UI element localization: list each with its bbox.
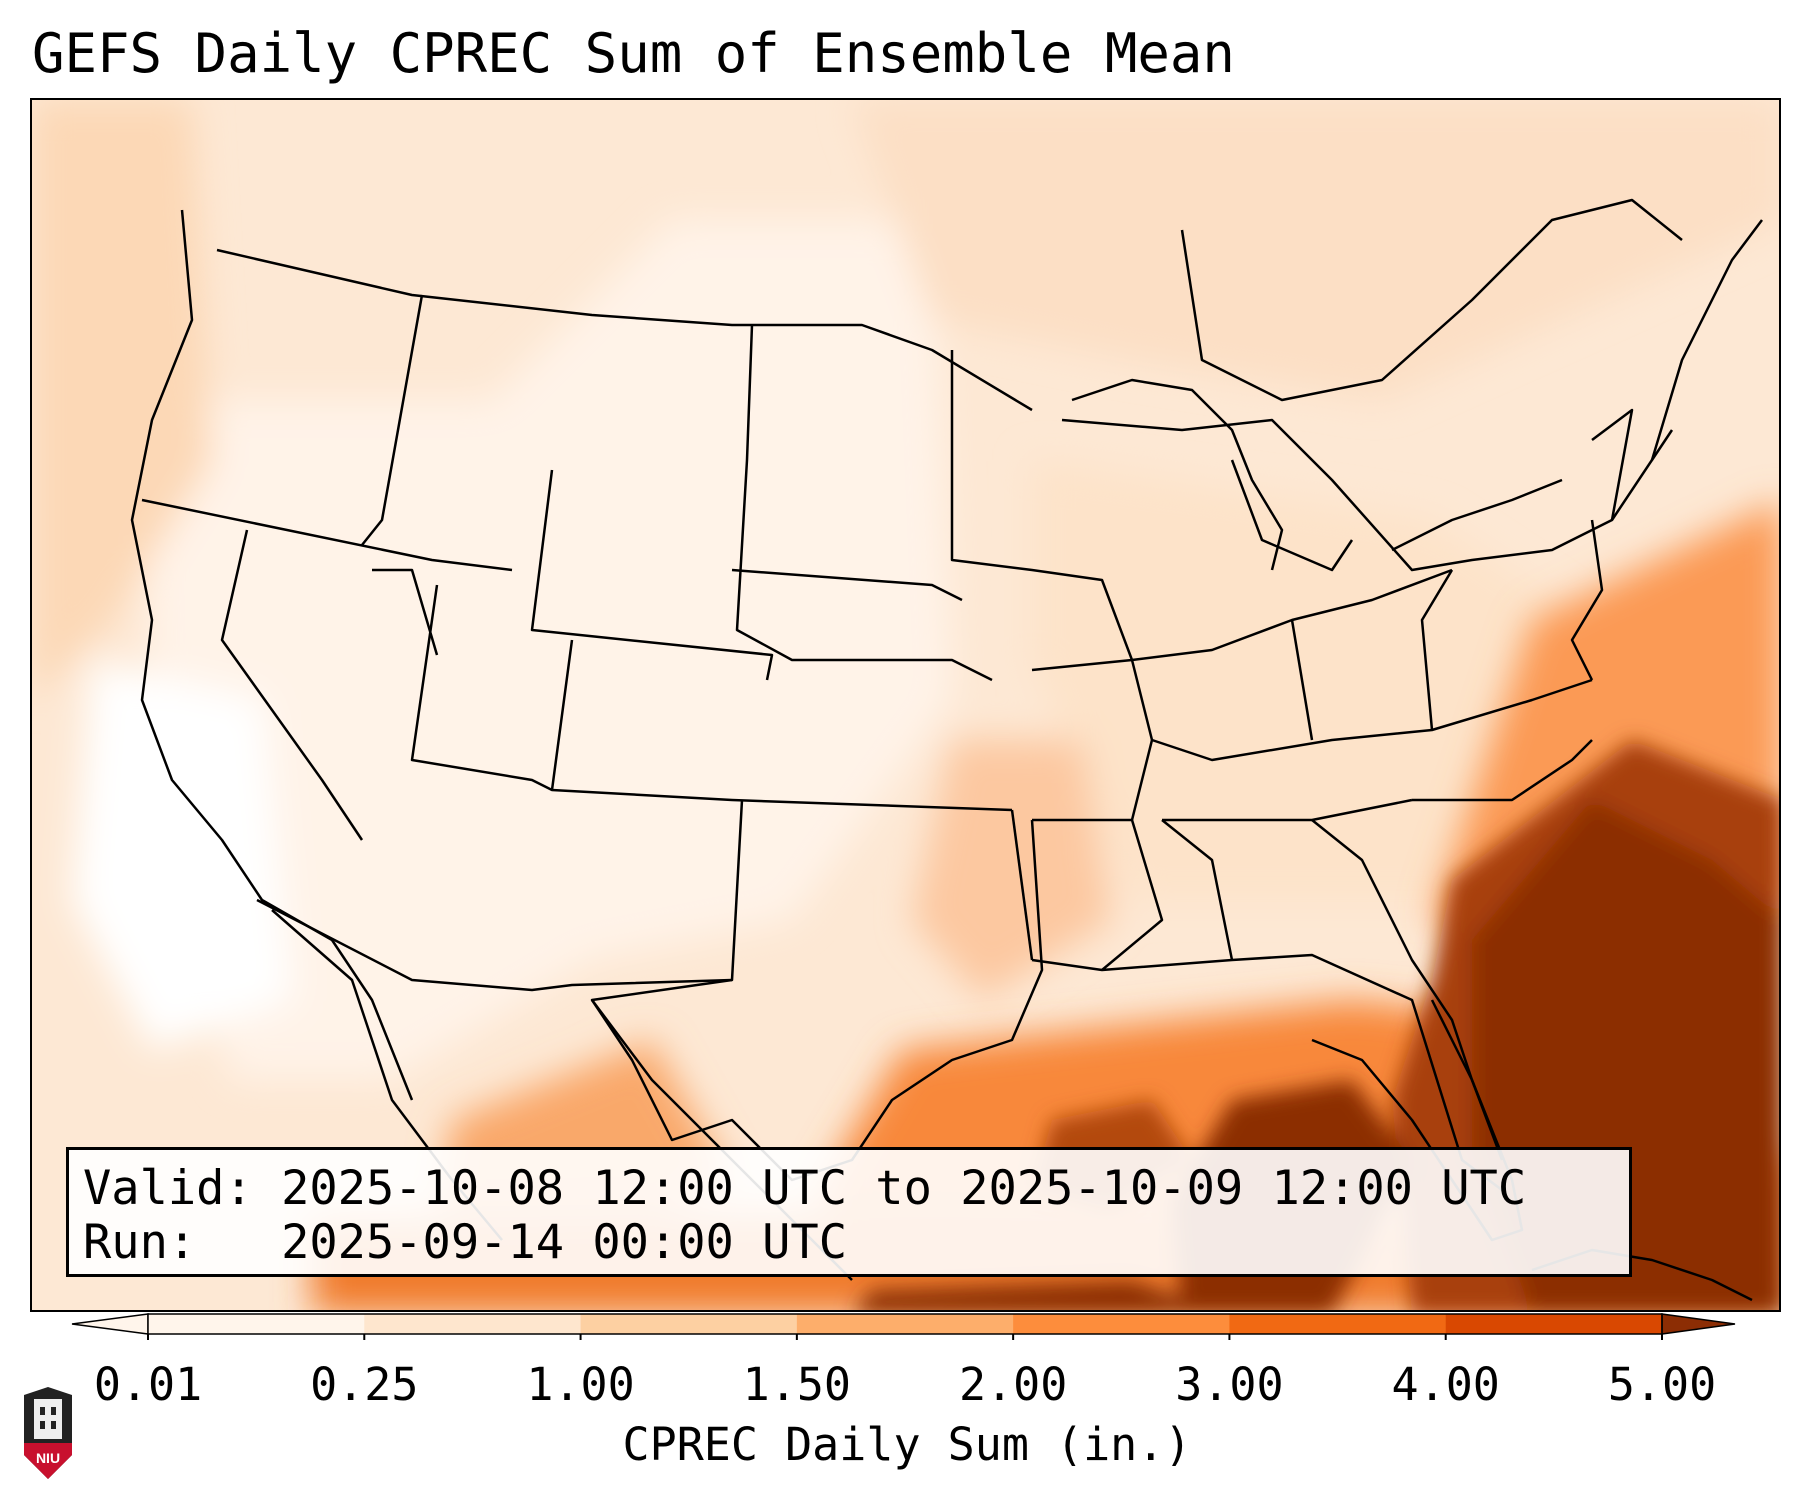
colorbar-tick-label: 1.50 — [742, 1358, 852, 1411]
colorbar-cell — [796, 1314, 1014, 1334]
colorbar-tick-label: 0.25 — [310, 1358, 419, 1411]
valid-label: Valid: — [83, 1161, 253, 1216]
colorbar-outline — [147, 1313, 1663, 1335]
valid-run-info-box: Valid: 2025-10-08 12:00 UTC to 2025-10-0… — [66, 1147, 1632, 1277]
run-row: Run: 2025-09-14 00:00 UTC — [83, 1216, 1615, 1270]
colorbar-tick-label: 4.00 — [1391, 1358, 1500, 1411]
colorbar-tick-label: 2.00 — [958, 1358, 1068, 1411]
colorbar — [71, 1313, 1736, 1340]
colorbar-cell — [1445, 1314, 1663, 1334]
colorbar-extend-high — [1661, 1313, 1736, 1335]
chart-title: GEFS Daily CPREC Sum of Ensemble Mean — [32, 22, 1235, 85]
colorbar-tick-label: 0.01 — [93, 1358, 203, 1411]
map-svg — [32, 100, 1779, 1310]
colorbar-cells — [71, 1313, 1736, 1335]
colorbar-ticks — [147, 1334, 1663, 1340]
colorbar-label: CPREC Daily Sum (in.) — [622, 1418, 1192, 1471]
colorbar-tick-label: 5.00 — [1607, 1358, 1717, 1411]
colorbar-cell — [580, 1314, 798, 1334]
state-borders — [130, 198, 1763, 1302]
precipitation-map — [30, 98, 1781, 1312]
run-value: 2025-09-14 00:00 UTC — [281, 1215, 848, 1270]
colorbar-cell — [364, 1314, 582, 1334]
light-precip-areas — [32, 100, 1779, 1080]
colorbar-tick-label: 1.00 — [526, 1358, 635, 1411]
logo-red-band — [24, 1443, 72, 1479]
colorbar-cell — [1013, 1314, 1230, 1334]
valid-row: Valid: 2025-10-08 12:00 UTC to 2025-10-0… — [83, 1162, 1615, 1216]
colorbar-cell — [148, 1314, 365, 1334]
colorbar-tick-label: 3.00 — [1175, 1358, 1284, 1411]
niu-logo: NIU — [24, 1387, 72, 1479]
valid-value: 2025-10-08 12:00 UTC to 2025-10-09 12:00… — [281, 1161, 1527, 1216]
run-label: Run: — [83, 1215, 197, 1270]
logo-text: NIU — [36, 1450, 60, 1466]
colorbar-cell — [1229, 1314, 1447, 1334]
logo-tower — [34, 1399, 62, 1439]
colorbar-extend-low — [71, 1313, 149, 1335]
